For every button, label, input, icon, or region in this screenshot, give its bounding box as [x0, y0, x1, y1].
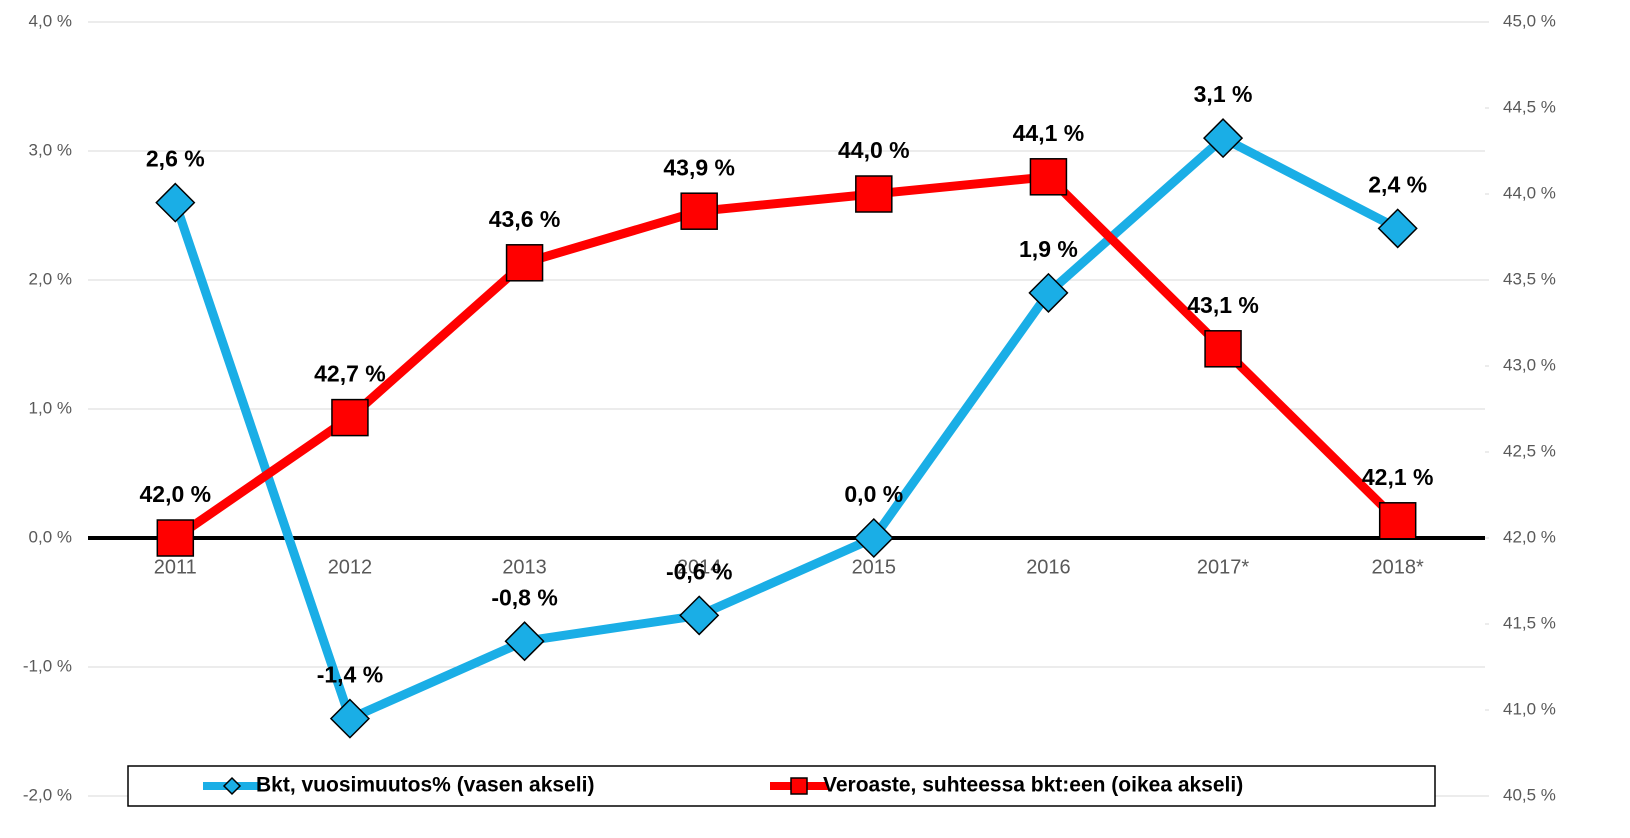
x-tick-label: 2018*	[1372, 556, 1424, 578]
point	[1378, 502, 1417, 540]
x-tick-label: 2017*	[1197, 556, 1249, 578]
x-tick-label: 2012	[328, 556, 373, 578]
value-label: 1,9 %	[1019, 236, 1078, 262]
value-label: 42,7 %	[314, 361, 386, 387]
y2-tick-label: 42,5 %	[1503, 441, 1556, 460]
value-label: 3,1 %	[1194, 81, 1253, 107]
value-label: 43,1 %	[1187, 292, 1259, 318]
y2-tick-label: 41,5 %	[1503, 613, 1556, 632]
value-label: -0,8 %	[491, 584, 557, 610]
value-label: 2,4 %	[1368, 171, 1427, 197]
x-tick-label: 2011	[154, 556, 197, 578]
point	[1377, 208, 1418, 249]
legend-label: Bkt, vuosimuutos% (vasen akseli)	[256, 774, 594, 797]
y-tick-label: -1,0 %	[23, 656, 72, 675]
point	[156, 519, 195, 557]
y-tick-label: 4,0 %	[29, 11, 72, 30]
y-tick-label: 0,0 %	[29, 527, 72, 546]
value-label: -0,6 %	[666, 558, 732, 584]
point	[853, 517, 894, 559]
y2-tick-label: 45,0 %	[1503, 11, 1556, 30]
point	[329, 698, 370, 739]
point	[855, 175, 893, 213]
point	[504, 621, 545, 662]
point	[679, 595, 720, 636]
point	[1203, 118, 1244, 159]
x-tick-label: 2015	[852, 556, 897, 578]
legend-marker	[790, 777, 808, 795]
value-label: 43,6 %	[489, 206, 561, 232]
value-label: 2,6 %	[146, 146, 205, 172]
point	[331, 398, 369, 437]
point	[155, 182, 196, 223]
value-label: 42,1 %	[1362, 464, 1434, 490]
y2-tick-label: 42,0 %	[1503, 527, 1556, 546]
x-tick-label: 2014	[677, 556, 722, 578]
value-label: 44,0 %	[838, 137, 910, 163]
y2-tick-label: 41,0 %	[1503, 699, 1556, 718]
value-label: 44,1 %	[1013, 120, 1085, 146]
y-tick-label: -2,0 %	[23, 785, 72, 804]
value-label: -1,4 %	[317, 662, 383, 688]
y2-tick-label: 44,5 %	[1503, 97, 1556, 116]
y-tick-label: 2,0 %	[29, 269, 72, 288]
legend-label: Veroaste, suhteessa bkt:een (oikea aksel…	[823, 774, 1243, 797]
legend-marker	[222, 776, 242, 796]
point	[1028, 272, 1069, 313]
series-line	[171, 133, 1400, 724]
point	[505, 244, 544, 282]
point	[1029, 158, 1068, 196]
y2-tick-label: 40,5 %	[1503, 785, 1556, 804]
y-tick-label: 3,0 %	[29, 140, 72, 159]
x-tick-label: 2013	[502, 556, 547, 578]
x-tick-label: 2016	[1026, 556, 1071, 578]
value-label: 43,9 %	[663, 154, 735, 180]
point	[1204, 330, 1242, 368]
series-line	[172, 172, 1401, 542]
y2-tick-label: 43,0 %	[1503, 355, 1556, 374]
y-tick-label: 1,0 %	[29, 398, 72, 417]
y2-tick-label: 44,0 %	[1503, 183, 1556, 202]
value-label: 0,0 %	[844, 481, 903, 507]
value-label: 42,0 %	[140, 481, 212, 507]
y2-tick-label: 43,5 %	[1503, 269, 1556, 288]
point	[680, 192, 718, 230]
